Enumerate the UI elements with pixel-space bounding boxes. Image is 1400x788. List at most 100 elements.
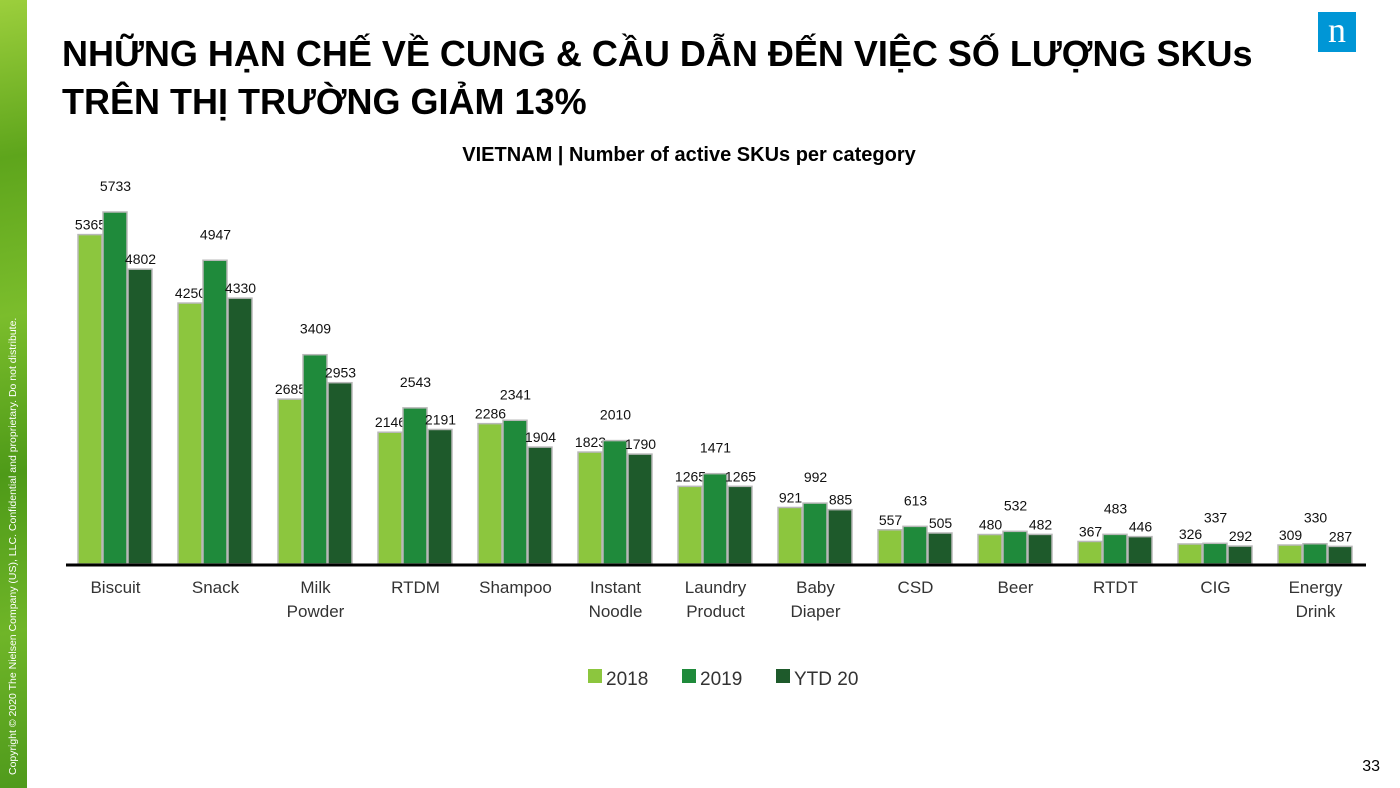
data-label: 1904 (525, 429, 556, 445)
category-label: RTDM (391, 578, 440, 597)
data-label: 337 (1204, 509, 1228, 525)
bar-ytd20 (227, 297, 253, 565)
bar-2019 (202, 259, 228, 565)
legend-swatch (682, 669, 696, 683)
data-label: 532 (1004, 497, 1028, 513)
bar-2018 (977, 533, 1003, 565)
category-label: Milk (300, 578, 331, 597)
data-label: 5365 (75, 217, 106, 233)
category-label: CSD (898, 578, 934, 597)
data-label: 287 (1329, 528, 1353, 544)
bar-ytd20 (1127, 535, 1153, 565)
bar-2018 (177, 302, 203, 565)
bar-2019 (102, 211, 128, 565)
bar-2019 (1302, 542, 1328, 565)
data-label: 992 (804, 469, 828, 485)
page-number: 33 (1362, 758, 1380, 775)
legend-swatch (776, 669, 790, 683)
data-label: 2191 (425, 411, 456, 427)
bar-ytd20 (727, 485, 753, 565)
bar-2019 (1002, 530, 1028, 565)
data-label: 1823 (575, 434, 606, 450)
bar-ytd20 (1227, 545, 1253, 565)
data-label: 505 (929, 515, 953, 531)
bar-2018 (877, 529, 903, 565)
bar-2018 (277, 398, 303, 565)
data-label: 483 (1104, 500, 1128, 516)
bar-ytd20 (327, 381, 353, 565)
data-label: 5733 (100, 178, 131, 194)
category-label: Product (686, 602, 745, 621)
data-label: 1265 (675, 468, 706, 484)
data-label: 480 (979, 517, 1003, 533)
data-label: 1265 (725, 468, 756, 484)
category-label: Biscuit (90, 578, 140, 597)
data-label: 1790 (625, 436, 656, 452)
data-label: 885 (829, 492, 853, 508)
bar-2019 (902, 525, 928, 565)
bar-ytd20 (127, 268, 153, 565)
bar-2018 (377, 431, 403, 565)
bar-2018 (1177, 543, 1203, 565)
legend-label: YTD 20 (794, 669, 858, 690)
bar-2018 (777, 506, 803, 565)
category-label: Snack (192, 578, 240, 597)
data-label: 921 (779, 489, 803, 505)
data-label: 2543 (400, 374, 431, 390)
slide-title: NHỮNG HẠN CHẾ VỀ CUNG & CẦU DẪN ĐẾN VIỆC… (62, 33, 1253, 122)
bar-2018 (1077, 540, 1103, 565)
bar-ytd20 (927, 532, 953, 565)
data-label: 2685 (275, 381, 306, 397)
data-label: 292 (1229, 528, 1253, 544)
legend-label: 2018 (606, 669, 648, 690)
bar-ytd20 (1027, 533, 1053, 565)
data-label: 446 (1129, 519, 1153, 535)
bar-2019 (602, 439, 628, 565)
decorative-green-strip (0, 0, 27, 788)
data-label: 330 (1304, 510, 1328, 526)
category-label: Laundry (685, 578, 747, 597)
bar-2018 (477, 422, 503, 565)
data-label: 482 (1029, 516, 1053, 532)
bar-2019 (502, 419, 528, 565)
category-label: Energy (1289, 578, 1343, 597)
nielsen-logo: n (1318, 12, 1356, 52)
data-label: 2953 (325, 365, 356, 381)
bar-2018 (677, 485, 703, 565)
bar-2019 (302, 353, 328, 565)
category-label: Shampoo (479, 578, 552, 597)
category-label: Noodle (589, 602, 643, 621)
data-label: 4802 (125, 251, 156, 267)
data-label: 2341 (500, 386, 531, 402)
bar-ytd20 (527, 446, 553, 565)
data-label: 2146 (375, 414, 406, 430)
category-label: Baby (796, 578, 835, 597)
bar-2019 (802, 502, 828, 565)
data-label: 4330 (225, 280, 256, 296)
legend-label: 2019 (700, 669, 742, 690)
category-label: RTDT (1093, 578, 1138, 597)
data-label: 309 (1279, 527, 1303, 543)
bar-ytd20 (627, 453, 653, 565)
bar-2018 (1277, 544, 1303, 565)
data-label: 1471 (700, 440, 731, 456)
category-label: Beer (998, 578, 1034, 597)
legend-swatch (588, 669, 602, 683)
data-label: 326 (1179, 526, 1203, 542)
data-label: 557 (879, 512, 903, 528)
category-label: Instant (590, 578, 641, 597)
bar-ytd20 (1327, 545, 1353, 565)
data-label: 2010 (600, 407, 631, 423)
bar-2018 (577, 451, 603, 565)
data-label: 3409 (300, 321, 331, 337)
category-label: Diaper (790, 602, 840, 621)
bar-2019 (1202, 542, 1228, 565)
bar-2018 (77, 233, 103, 565)
bar-ytd20 (427, 428, 453, 565)
category-label: CIG (1200, 578, 1230, 597)
data-label: 4250 (175, 285, 206, 301)
category-label: Drink (1296, 602, 1336, 621)
data-label: 2286 (475, 406, 506, 422)
data-label: 4947 (200, 226, 231, 242)
